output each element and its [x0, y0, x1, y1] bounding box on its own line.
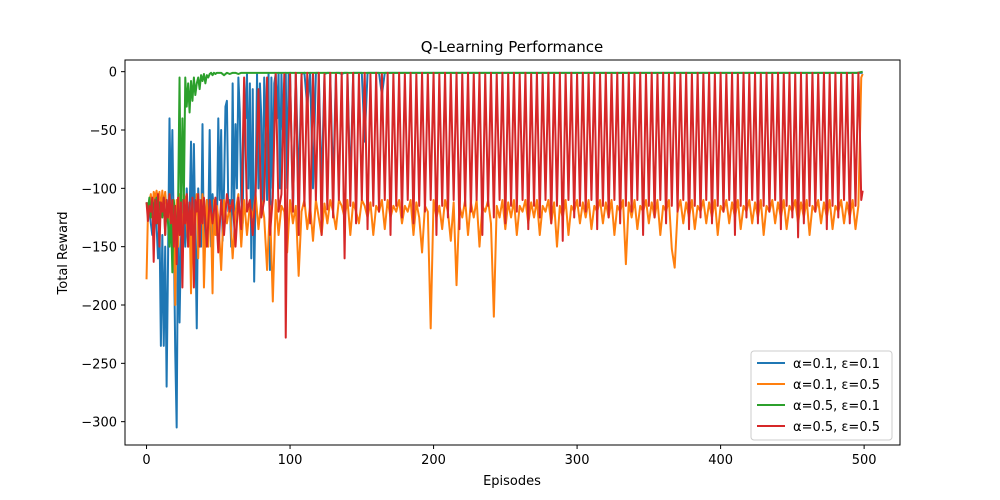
legend-box [750, 350, 893, 441]
x-tick-label: 400 [708, 453, 733, 468]
y-tick-label: −150 [81, 241, 117, 256]
y-tick-label: −300 [81, 416, 117, 431]
y-tick-label: −100 [81, 182, 117, 197]
x-tick-label: 0 [142, 453, 150, 468]
legend: α=0.1, ε=0.1 α=0.1, ε=0.5 α=0.5, ε=0.1 α=0.… [750, 350, 893, 441]
y-tick-label: 0 [109, 66, 117, 81]
chart-title: Q-Learning Performance [421, 38, 604, 56]
legend-label-4: α=0.5, ε=0.5 [793, 420, 880, 435]
series-layer [145, 70, 864, 429]
x-axis: 0 100 200 300 400 500 [142, 445, 877, 468]
legend-label-2: α=0.1, ε=0.5 [793, 378, 880, 393]
y-tick-label: −50 [90, 124, 117, 139]
x-tick-label: 200 [421, 453, 446, 468]
legend-label-1: α=0.1, ε=0.1 [793, 357, 880, 372]
x-tick-label: 500 [852, 453, 877, 468]
y-tick-label: −250 [81, 357, 117, 372]
series-line-2 [145, 73, 864, 330]
x-axis-label: Episodes [483, 474, 541, 489]
y-axis-label: Total Reward [56, 212, 71, 296]
y-tick-label: −200 [81, 299, 117, 314]
x-tick-label: 300 [565, 453, 590, 468]
y-axis: 0 −50 −100 −150 −200 −250 −300 [81, 66, 125, 431]
plot-frame [124, 59, 901, 446]
legend-label-3: α=0.5, ε=0.1 [793, 399, 880, 414]
x-tick-label: 100 [278, 453, 303, 468]
series-line-4 [145, 71, 864, 339]
